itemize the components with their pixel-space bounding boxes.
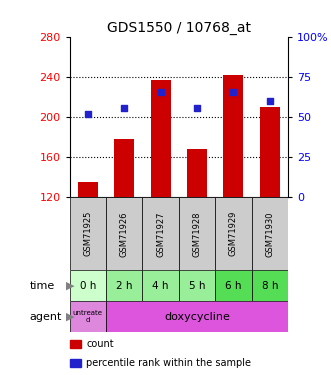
- Text: GSM71926: GSM71926: [119, 211, 129, 256]
- Text: GSM71929: GSM71929: [229, 211, 238, 256]
- Bar: [187, 149, 207, 197]
- Text: 2 h: 2 h: [116, 281, 132, 291]
- Bar: [106, 197, 142, 270]
- Text: 6 h: 6 h: [225, 281, 242, 291]
- Bar: [114, 140, 134, 197]
- Text: agent: agent: [30, 312, 62, 321]
- Text: time: time: [30, 281, 55, 291]
- Text: 8 h: 8 h: [261, 281, 278, 291]
- Bar: [179, 270, 215, 301]
- Text: 4 h: 4 h: [152, 281, 169, 291]
- Text: 0 h: 0 h: [79, 281, 96, 291]
- Bar: [106, 270, 142, 301]
- Text: untreate
d: untreate d: [73, 310, 103, 323]
- Point: [85, 111, 90, 117]
- Point: [231, 89, 236, 95]
- Bar: [78, 182, 98, 197]
- Point: [194, 105, 200, 111]
- Bar: [179, 197, 215, 270]
- Bar: [252, 197, 288, 270]
- Bar: [70, 301, 106, 332]
- Bar: [142, 197, 179, 270]
- Text: GSM71925: GSM71925: [83, 211, 92, 256]
- Point: [158, 89, 163, 95]
- Text: GSM71930: GSM71930: [265, 211, 274, 256]
- Text: percentile rank within the sample: percentile rank within the sample: [86, 358, 251, 368]
- Bar: [70, 197, 106, 270]
- Bar: [215, 197, 252, 270]
- Title: GDS1550 / 10768_at: GDS1550 / 10768_at: [107, 21, 251, 35]
- Bar: [252, 270, 288, 301]
- Text: ▶: ▶: [66, 312, 75, 321]
- Bar: [223, 75, 243, 197]
- Point: [267, 98, 272, 104]
- Text: GSM71927: GSM71927: [156, 211, 165, 256]
- Text: count: count: [86, 339, 114, 349]
- Bar: [215, 270, 252, 301]
- Bar: [142, 270, 179, 301]
- Text: GSM71928: GSM71928: [192, 211, 202, 256]
- Bar: [106, 301, 288, 332]
- Text: ▶: ▶: [66, 281, 75, 291]
- Text: doxycycline: doxycycline: [164, 312, 230, 321]
- Bar: [151, 80, 170, 197]
- Text: 5 h: 5 h: [189, 281, 205, 291]
- Point: [121, 105, 127, 111]
- Bar: [70, 270, 106, 301]
- Bar: [260, 107, 280, 197]
